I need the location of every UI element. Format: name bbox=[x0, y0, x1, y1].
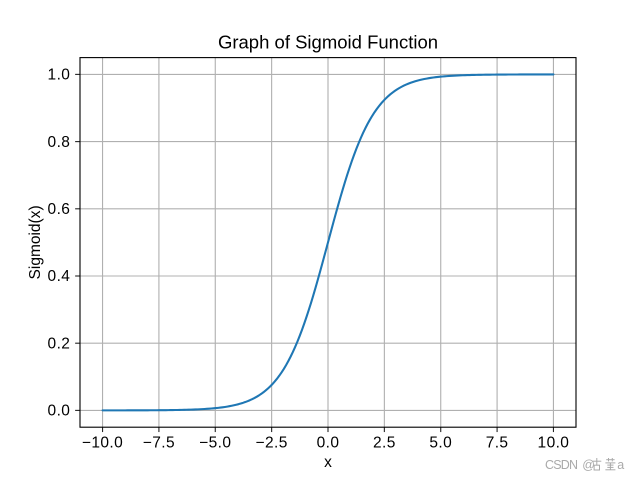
svg-text:a: a bbox=[617, 458, 624, 472]
svg-text:Sigmoid(x): Sigmoid(x) bbox=[27, 205, 44, 279]
svg-text:1.0: 1.0 bbox=[48, 67, 71, 84]
svg-text:−7.5: −7.5 bbox=[143, 435, 175, 452]
svg-text:0.2: 0.2 bbox=[48, 335, 71, 352]
svg-text:−2.5: −2.5 bbox=[256, 435, 288, 452]
svg-text:0.8: 0.8 bbox=[48, 134, 71, 151]
svg-text:0.0: 0.0 bbox=[317, 435, 340, 452]
svg-text:CSDN: CSDN bbox=[545, 458, 578, 472]
svg-text:7.5: 7.5 bbox=[486, 435, 509, 452]
svg-text:0.0: 0.0 bbox=[48, 403, 71, 420]
svg-text:x: x bbox=[324, 454, 332, 471]
svg-text:5.0: 5.0 bbox=[429, 435, 452, 452]
svg-text:2.5: 2.5 bbox=[373, 435, 396, 452]
svg-text:0.6: 0.6 bbox=[48, 201, 71, 218]
svg-text:@: @ bbox=[582, 458, 595, 472]
svg-text:−5.0: −5.0 bbox=[199, 435, 231, 452]
svg-text:Graph of Sigmoid Function: Graph of Sigmoid Function bbox=[218, 32, 438, 53]
svg-text:−10.0: −10.0 bbox=[82, 435, 123, 452]
svg-text:0.4: 0.4 bbox=[48, 268, 71, 285]
svg-text:10.0: 10.0 bbox=[538, 435, 570, 452]
